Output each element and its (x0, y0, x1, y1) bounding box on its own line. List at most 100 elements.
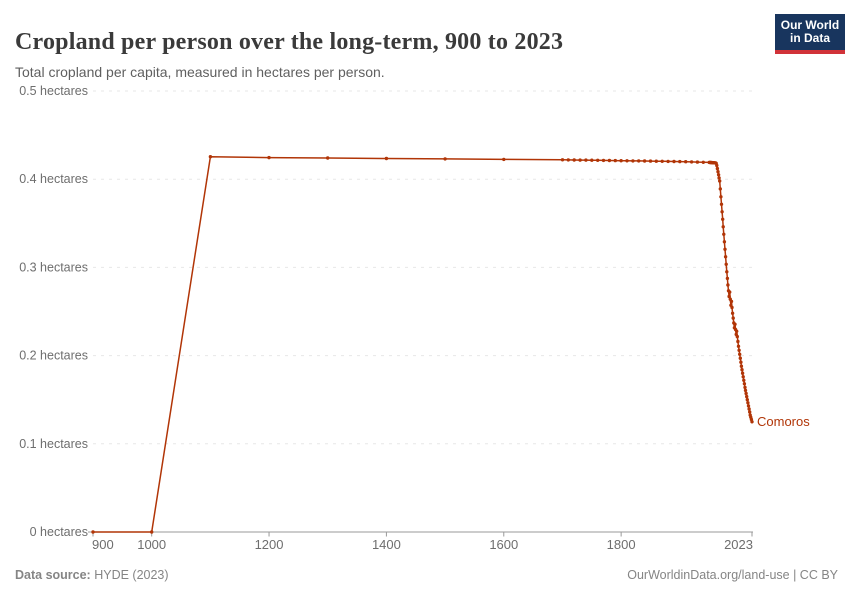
data-point (578, 158, 582, 162)
data-point (625, 159, 629, 163)
chart-footer: Data source: HYDE (2023) OurWorldinData.… (15, 568, 838, 582)
data-point (746, 404, 751, 408)
data-point (208, 155, 213, 159)
data-point (742, 382, 747, 386)
data-point (729, 299, 734, 304)
data-point (384, 156, 389, 161)
data-point (730, 311, 735, 315)
data-point (666, 159, 670, 164)
y-tick-label: 0.1 hectares (19, 437, 88, 451)
data-point (745, 394, 749, 399)
data-point (735, 329, 739, 333)
x-tick-label: 2023 (724, 537, 753, 552)
data-point (718, 179, 722, 183)
data-point (601, 158, 606, 163)
data-point (572, 158, 576, 162)
data-point (717, 176, 721, 180)
data-point (731, 316, 735, 320)
data-point (750, 420, 754, 424)
data-point (637, 159, 641, 163)
x-tick-label: 900 (92, 537, 114, 552)
data-point (654, 159, 658, 163)
data-point (736, 344, 741, 348)
data-point (619, 159, 623, 163)
data-point (443, 157, 447, 161)
data-point (716, 170, 720, 174)
data-point (566, 158, 570, 162)
data-point (747, 407, 751, 411)
series-label-comoros[interactable]: Comoros (757, 413, 810, 429)
x-tick-label: 1800 (607, 537, 636, 552)
data-point (607, 158, 612, 163)
data-point (613, 158, 617, 163)
data-point (745, 398, 749, 402)
y-tick-label: 0.3 hectares (19, 260, 88, 274)
data-point (721, 225, 725, 229)
y-tick-label: 0 hectares (30, 525, 88, 539)
chart-title: Cropland per person over the long-term, … (15, 29, 564, 56)
data-source-label: Data source: (15, 568, 91, 582)
data-point (715, 163, 719, 168)
x-tick-label: 1200 (255, 537, 284, 552)
data-point (738, 352, 742, 356)
data-point (678, 159, 682, 164)
data-point (727, 294, 731, 299)
data-point (737, 348, 741, 352)
data-point (720, 210, 724, 214)
y-tick-label: 0.2 hectares (19, 349, 88, 363)
data-point (743, 385, 747, 390)
data-point (741, 375, 745, 379)
data-point (560, 158, 565, 162)
data-point (701, 160, 705, 164)
data-point (736, 339, 740, 344)
data-point (631, 159, 635, 163)
data-source-note: Data source: HYDE (2023) (15, 568, 169, 582)
data-point (738, 356, 742, 360)
owid-logo-box: Our World in Data (775, 14, 845, 50)
owid-logo[interactable]: Our World in Data (775, 14, 845, 54)
data-point (689, 160, 694, 164)
data-point (267, 155, 271, 160)
x-tick-label: 1600 (489, 537, 518, 552)
data-point (719, 202, 724, 206)
data-source-value: HYDE (2023) (90, 568, 169, 582)
data-point (584, 158, 588, 162)
x-tick-label: 1400 (372, 537, 401, 552)
y-tick-label: 0.5 hectares (19, 84, 88, 98)
data-point (719, 195, 723, 199)
data-point (739, 360, 743, 364)
data-point (648, 159, 653, 163)
data-point (150, 530, 154, 534)
data-point (740, 371, 745, 375)
data-point (590, 158, 594, 162)
data-point (718, 187, 722, 191)
credit-link[interactable]: OurWorldinData.org/land-use | CC BY (627, 568, 838, 582)
data-point (742, 378, 746, 382)
data-point (722, 232, 726, 236)
data-point (721, 217, 725, 221)
y-tick-label: 0.4 hectares (19, 172, 88, 186)
data-point (715, 166, 720, 171)
owid-logo-line2: in Data (789, 31, 830, 45)
data-point (723, 247, 727, 251)
data-point (684, 160, 688, 164)
data-point (730, 305, 734, 310)
data-point (746, 401, 750, 405)
series-line-comoros (92, 155, 753, 533)
data-point (722, 240, 727, 244)
data-point (695, 160, 700, 164)
data-point (748, 410, 752, 414)
data-point (716, 173, 721, 177)
chart-subtitle: Total cropland per capita, measured in h… (15, 64, 385, 80)
data-point (740, 368, 744, 372)
data-point (744, 391, 748, 396)
data-point (728, 290, 732, 294)
data-point (725, 270, 729, 274)
data-point (723, 255, 728, 259)
x-tick-label: 1000 (137, 537, 166, 552)
data-point (91, 530, 95, 534)
data-point (642, 159, 647, 163)
data-point (726, 283, 730, 287)
